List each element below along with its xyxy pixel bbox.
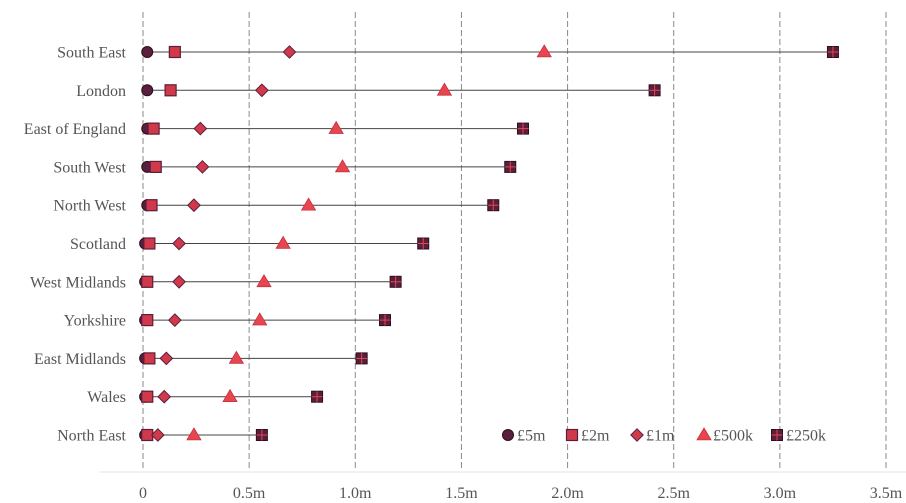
legend-item-2m: £2m bbox=[565, 428, 610, 445]
region-label-yorkshire: Yorkshire bbox=[64, 313, 126, 330]
legend-label-5m: £5m bbox=[517, 428, 546, 445]
region-label-north-west: North West bbox=[53, 198, 126, 215]
legend-label-2m: £2m bbox=[581, 428, 610, 445]
region-label-north-east: North East bbox=[57, 428, 126, 445]
region-label-west-midlands: West Midlands bbox=[30, 274, 126, 291]
point-south-west-500k bbox=[334, 159, 351, 173]
region-label-east-midlands: East Midlands bbox=[34, 351, 126, 368]
legend-marker-1m bbox=[630, 428, 644, 442]
region-label-wales: Wales bbox=[87, 389, 126, 406]
x-tick-label-1: 0.5m bbox=[233, 485, 266, 502]
x-tick-label-2: 1.0m bbox=[339, 485, 372, 502]
x-tick-label-0: 0 bbox=[139, 485, 147, 502]
point-east-of-england-2m bbox=[147, 122, 160, 135]
point-north-west-500k bbox=[300, 197, 317, 211]
point-west-midlands-2m bbox=[141, 275, 154, 288]
point-london-1m bbox=[254, 83, 269, 98]
region-label-south-west: South West bbox=[53, 159, 126, 176]
point-east-midlands-250k bbox=[355, 352, 368, 365]
row-north-west: North West bbox=[53, 197, 500, 215]
row-wales: Wales bbox=[87, 388, 324, 406]
row-yorkshire: Yorkshire bbox=[64, 312, 392, 330]
point-west-midlands-1m bbox=[172, 274, 186, 289]
legend-marker-500k bbox=[696, 427, 712, 441]
point-south-west-1m bbox=[195, 159, 210, 174]
x-tick-label-3: 1.5m bbox=[445, 485, 478, 502]
point-yorkshire-250k bbox=[379, 314, 392, 327]
row-east-midlands: East Midlands bbox=[34, 350, 368, 368]
point-south-west-2m bbox=[149, 160, 162, 173]
region-rows: South East London East of England South Wes… bbox=[24, 44, 839, 445]
point-east-midlands-500k bbox=[228, 350, 245, 364]
x-tick-label-4: 2.0m bbox=[551, 485, 584, 502]
row-west-midlands: West Midlands bbox=[30, 274, 402, 291]
point-west-midlands-250k bbox=[389, 275, 402, 288]
legend: £5m £2m £1m £500k £250k bbox=[502, 427, 826, 445]
row-east-of-england: East of England bbox=[24, 120, 529, 138]
row-london: London bbox=[76, 82, 661, 100]
point-wales-1m bbox=[157, 389, 172, 404]
x-tick-label-7: 3.5m bbox=[870, 485, 903, 502]
point-south-east-5m bbox=[141, 46, 154, 58]
point-yorkshire-2m bbox=[141, 314, 154, 327]
x-tick-labels: 0 0.5m 1.0m 1.5m 2.0m 2.5m 3.0m 3.5m bbox=[139, 485, 903, 502]
point-scotland-2m bbox=[143, 237, 156, 250]
legend-item-1m: £1m bbox=[630, 428, 675, 445]
point-wales-250k bbox=[311, 390, 324, 403]
legend-marker-5m bbox=[502, 429, 514, 441]
point-west-midlands-500k bbox=[256, 274, 272, 288]
point-london-5m bbox=[141, 84, 154, 97]
row-north-east: North East bbox=[57, 427, 268, 445]
point-east-of-england-500k bbox=[328, 120, 344, 134]
region-label-south-east: South East bbox=[57, 45, 126, 62]
point-north-east-250k bbox=[255, 429, 268, 441]
point-north-east-1m bbox=[150, 428, 165, 442]
x-tick-label-5: 2.5m bbox=[657, 485, 690, 502]
legend-marker-2m bbox=[565, 428, 579, 442]
point-scotland-500k bbox=[275, 235, 291, 249]
row-scotland: Scotland bbox=[70, 235, 430, 253]
region-label-scotland: Scotland bbox=[70, 236, 126, 253]
row-south-west: South West bbox=[53, 159, 517, 176]
region-label-london: London bbox=[76, 83, 126, 100]
point-london-2m bbox=[164, 84, 177, 97]
region-label-east-of-england: East of England bbox=[24, 121, 126, 138]
point-south-east-1m bbox=[282, 45, 297, 59]
legend-label-250k: £250k bbox=[786, 428, 826, 445]
point-south-west-250k bbox=[504, 160, 517, 173]
point-north-west-2m bbox=[145, 199, 158, 212]
point-south-east-250k bbox=[826, 46, 839, 58]
legend-label-1m: £1m bbox=[646, 428, 675, 445]
point-south-east-2m bbox=[168, 45, 181, 59]
point-east-of-england-250k bbox=[516, 122, 529, 135]
legend-item-250k: £250k bbox=[771, 428, 826, 445]
point-wales-500k bbox=[222, 388, 238, 403]
point-scotland-250k bbox=[417, 237, 430, 250]
point-wales-2m bbox=[141, 390, 154, 403]
gridlines bbox=[142, 12, 887, 470]
legend-label-500k: £500k bbox=[713, 428, 753, 445]
point-north-west-1m bbox=[187, 198, 201, 213]
legend-item-500k: £500k bbox=[696, 427, 753, 445]
point-yorkshire-1m bbox=[167, 313, 182, 328]
point-london-250k bbox=[648, 84, 661, 97]
point-south-east-500k bbox=[536, 44, 552, 58]
x-tick-label-6: 3.0m bbox=[764, 485, 797, 502]
point-north-east-500k bbox=[186, 427, 202, 441]
row-south-east: South East bbox=[57, 44, 839, 62]
point-london-500k bbox=[436, 82, 453, 96]
legend-marker-250k bbox=[771, 429, 783, 441]
point-east-midlands-2m bbox=[143, 352, 156, 365]
legend-item-5m: £5m bbox=[502, 428, 546, 445]
point-yorkshire-500k bbox=[252, 312, 268, 326]
point-east-of-england-1m bbox=[193, 121, 208, 136]
point-north-west-250k bbox=[487, 199, 500, 212]
point-scotland-1m bbox=[172, 236, 186, 251]
point-east-midlands-1m bbox=[159, 351, 174, 366]
